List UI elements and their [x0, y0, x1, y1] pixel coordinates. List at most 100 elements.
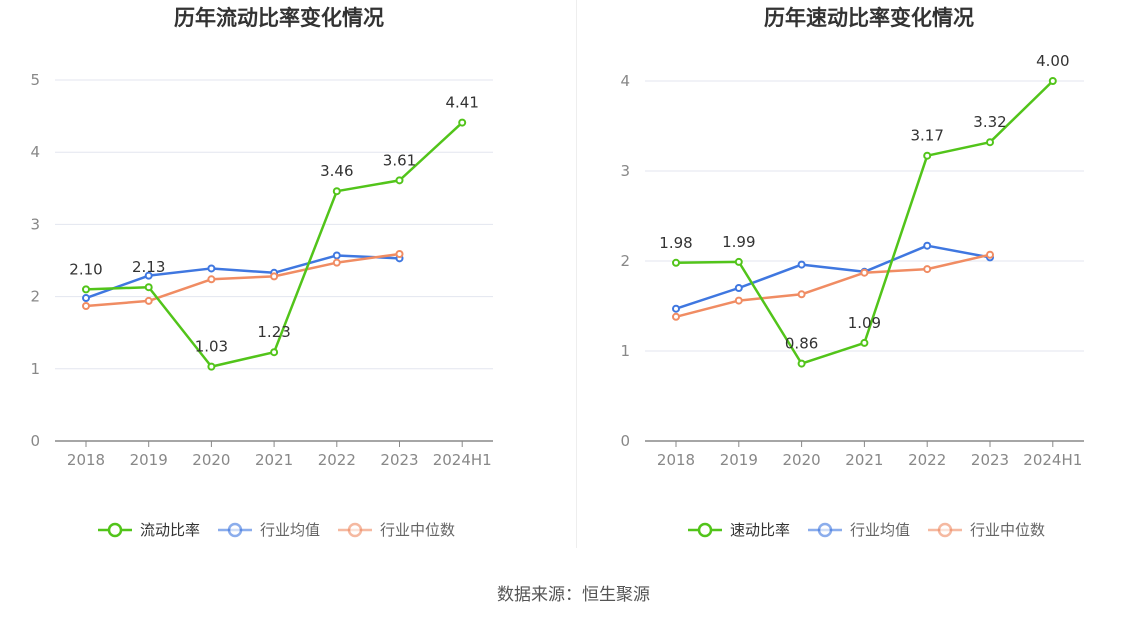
data-point — [144, 271, 153, 280]
y-tick-label: 5 — [30, 71, 40, 89]
x-tick-label: 2020 — [192, 451, 230, 469]
data-point — [332, 258, 341, 267]
chart-divider — [576, 0, 577, 548]
x-tick-label: 2020 — [783, 451, 821, 469]
x-tick-label: 2019 — [130, 451, 168, 469]
y-tick-label: 0 — [30, 432, 40, 450]
data-label: 3.61 — [383, 151, 416, 169]
legend-marker-icon — [817, 522, 833, 538]
data-point — [144, 283, 153, 292]
x-tick-label: 2022 — [318, 451, 356, 469]
data-point — [797, 290, 806, 299]
legend-marker-icon — [937, 522, 953, 538]
x-tick-label: 2018 — [657, 451, 695, 469]
legend-marker-icon — [227, 522, 243, 538]
chart-title: 历年流动比率变化情况 — [174, 6, 384, 30]
y-tick-label: 2 — [30, 288, 40, 306]
data-point — [986, 250, 994, 259]
series-line-industry-median — [85, 252, 400, 308]
data-point — [923, 265, 932, 274]
x-tick-label: 2023 — [380, 451, 418, 469]
legend-item-primary-ratio: 速动比率 — [688, 521, 790, 539]
data-point — [82, 285, 90, 294]
data-point — [860, 268, 869, 277]
data-label: 0.86 — [785, 335, 818, 353]
x-tick-label: 2019 — [720, 451, 758, 469]
chart-title: 历年速动比率变化情况 — [764, 6, 974, 30]
y-tick-label: 1 — [620, 342, 630, 360]
data-point — [734, 296, 743, 305]
x-tick-label: 2021 — [255, 451, 293, 469]
data-point — [734, 284, 743, 292]
legend-item-industry-median: 行业中位数 — [338, 521, 455, 539]
data-point — [332, 187, 341, 196]
quick-ratio-chart: 历年速动比率变化情况 0 1 2 3 4 2018 2019 2020 2021 2022 2023 2… — [620, 6, 1084, 539]
data-point — [395, 176, 404, 185]
data-label: 1.03 — [195, 338, 228, 356]
legend-item-industry-average: 行业均值 — [808, 521, 910, 539]
data-label: 3.32 — [973, 113, 1006, 131]
x-tick-label: 2018 — [67, 451, 105, 469]
y-tick-label: 3 — [30, 215, 40, 233]
legend-label: 行业均值 — [260, 521, 320, 539]
x-tick-label: 2024H1 — [1023, 451, 1082, 469]
y-tick-label: 3 — [620, 162, 630, 180]
data-point — [207, 362, 216, 371]
legend-item-industry-average: 行业均值 — [218, 521, 320, 539]
data-point — [82, 294, 90, 303]
data-label: 1.09 — [848, 314, 881, 332]
data-point — [986, 138, 994, 147]
y-tick-label: 4 — [620, 72, 630, 90]
data-label: 4.00 — [1036, 52, 1069, 70]
data-point — [82, 301, 90, 310]
legend-marker-icon — [107, 522, 123, 538]
data-label: 1.98 — [659, 234, 692, 252]
data-point — [860, 338, 869, 347]
current-ratio-chart: 历年流动比率变化情况 0 1 2 3 4 5 2018 2019 2020 2021 2022 2023… — [30, 6, 493, 539]
data-point — [207, 264, 216, 273]
x-tick-label: 2024H1 — [433, 451, 492, 469]
data-point — [458, 118, 467, 127]
legend-label: 行业中位数 — [970, 521, 1045, 539]
data-point — [270, 272, 279, 281]
data-point — [923, 241, 932, 250]
data-point — [672, 312, 680, 321]
data-point — [923, 151, 932, 160]
data-point — [672, 304, 680, 313]
data-point — [270, 348, 279, 357]
legend-marker-icon — [347, 522, 363, 538]
y-tick-label: 2 — [620, 252, 630, 270]
data-point — [797, 359, 806, 368]
data-point — [1048, 77, 1057, 85]
data-label: 3.17 — [910, 127, 943, 145]
data-source: 数据来源：恒生聚源 — [497, 585, 650, 605]
data-point — [144, 296, 153, 305]
data-label: 2.10 — [69, 260, 102, 278]
legend-marker-icon — [697, 522, 713, 538]
legend-item-primary-ratio: 流动比率 — [98, 521, 200, 539]
legend-label: 流动比率 — [140, 521, 200, 539]
series-line-industry-median — [675, 253, 991, 319]
y-tick-label: 4 — [30, 143, 40, 161]
data-point — [797, 260, 806, 269]
y-tick-label: 0 — [620, 432, 630, 450]
data-label: 2.13 — [132, 258, 165, 276]
legend-item-industry-median: 行业中位数 — [928, 521, 1045, 539]
data-label: 1.99 — [722, 233, 755, 251]
legend-label: 速动比率 — [730, 521, 790, 539]
data-point — [207, 275, 216, 284]
x-tick-label: 2021 — [845, 451, 883, 469]
y-tick-label: 1 — [30, 360, 40, 378]
x-tick-label: 2022 — [908, 451, 946, 469]
legend-label: 行业均值 — [850, 521, 910, 539]
data-point — [332, 251, 341, 260]
legend-label: 行业中位数 — [380, 521, 455, 539]
data-point — [395, 250, 404, 259]
data-point — [672, 258, 680, 267]
data-label: 1.23 — [257, 323, 290, 341]
data-label: 4.41 — [445, 94, 478, 112]
data-point — [734, 257, 743, 266]
x-tick-label: 2023 — [971, 451, 1009, 469]
data-label: 3.46 — [320, 162, 353, 180]
